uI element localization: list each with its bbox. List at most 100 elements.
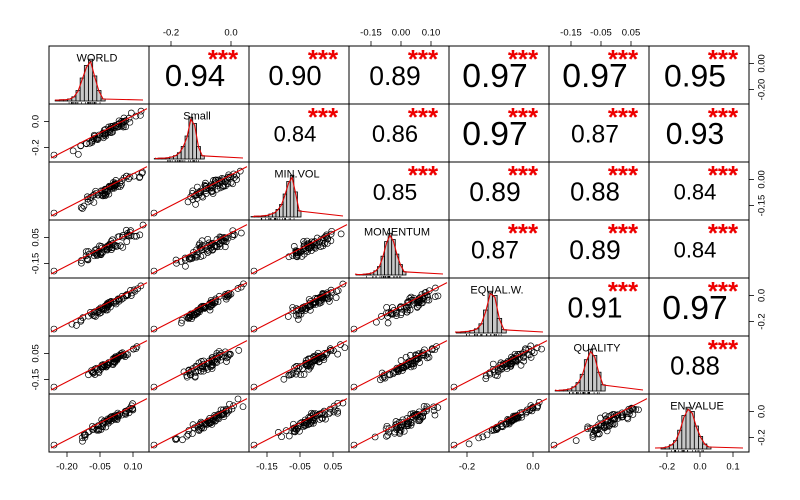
scatter-point (191, 311, 199, 319)
scatter-point (105, 190, 113, 198)
scatter-point (111, 122, 119, 129)
scatter-point (287, 371, 294, 379)
histogram-bar (698, 436, 704, 450)
significance-stars: *** (508, 44, 539, 74)
scatter-point (240, 280, 247, 288)
scatter-point (300, 370, 308, 378)
scatter-point (595, 430, 603, 438)
scatter-point (519, 353, 527, 361)
correlation-value: 0.97 (462, 57, 528, 95)
scatter-point (331, 406, 339, 414)
density-curve (252, 175, 344, 218)
scatter-point (327, 237, 335, 245)
axis-tick-label: 0.00 (392, 28, 411, 39)
axis-tick-label: -0.2 (459, 462, 475, 473)
scatter-point (84, 255, 92, 263)
scatter-point (116, 179, 124, 187)
significance-stars: *** (408, 102, 439, 132)
scatter-point (230, 402, 237, 410)
scatter-point (224, 180, 232, 187)
scatter-point (393, 312, 400, 319)
axis-tick-label: -0.2 (659, 462, 675, 473)
scatter-point (189, 365, 197, 372)
scatter-point (298, 307, 306, 314)
scatter-point (178, 319, 185, 327)
scatter-point (290, 243, 298, 250)
scatter-point (611, 420, 619, 428)
axis-tick-label: 0.05 (324, 462, 343, 473)
scatter-point (223, 358, 230, 365)
scatter-point (511, 415, 519, 423)
axis-tick-label: 0.00 (757, 54, 768, 73)
scatter-point (86, 139, 94, 147)
significance-stars: *** (508, 160, 539, 190)
scatter-point (119, 243, 127, 251)
density-curve (454, 292, 544, 333)
scatter-point (379, 374, 387, 382)
scatter-point (92, 190, 100, 197)
histogram-bar (192, 123, 197, 160)
scatter-point (194, 422, 202, 430)
scatter-point (202, 179, 209, 187)
scatter-point (119, 233, 126, 241)
scatter-point (307, 298, 314, 305)
fit-line (50, 166, 148, 217)
axis-tick-label: 0.0 (526, 462, 539, 473)
scatter-point (325, 410, 333, 418)
scatter-point (233, 176, 240, 184)
scatter-point (119, 121, 127, 129)
scatter-point (293, 363, 301, 370)
scatter-point (423, 403, 431, 411)
scatter-point (589, 434, 597, 441)
scatter-point (83, 193, 91, 201)
significance-stars: *** (708, 160, 739, 190)
scatter-point (230, 170, 238, 178)
scatter-point (300, 242, 308, 250)
scatter-point (69, 147, 77, 155)
histogram-bar (79, 77, 85, 102)
fit-line (50, 398, 148, 449)
scatter-point (398, 418, 406, 426)
scatter-point (517, 361, 525, 369)
diagonal-label: MOMENTUM (364, 227, 430, 239)
scatter-point (307, 418, 315, 426)
scatter-point (303, 362, 310, 369)
correlation-value: 0.87 (471, 237, 519, 264)
scatter-point (404, 298, 411, 306)
scatter-point (339, 399, 347, 407)
diagonal-label: EN.VALUE (670, 401, 724, 413)
scatter-point (239, 403, 247, 411)
axis-tick-label: 0.05 (31, 344, 42, 363)
significance-stars: *** (408, 44, 439, 74)
significance-stars: *** (508, 218, 539, 248)
scatter-point (132, 345, 140, 352)
scatter-point (635, 406, 642, 414)
scatter-point (407, 361, 414, 368)
scatter-point (195, 307, 202, 315)
fit-line (450, 398, 548, 449)
scatter-point (396, 428, 403, 436)
scatter-point (383, 303, 390, 311)
scatter-point (386, 371, 394, 379)
scatter-point (197, 244, 205, 252)
axis-tick-label: -0.15 (560, 28, 582, 39)
axis-tick-label: -0.2 (31, 139, 42, 155)
fit-line (350, 398, 448, 449)
scatter-point (197, 367, 205, 375)
scatter-point (194, 183, 201, 191)
scatter-point (525, 345, 533, 353)
axis-tick-label: -0.05 (590, 28, 612, 39)
scatter-point (183, 313, 191, 321)
scatter-point (412, 357, 420, 365)
scatter-point (110, 414, 118, 422)
scatter-point (300, 250, 308, 258)
scatter-point (339, 280, 347, 288)
scatter-point (122, 226, 130, 234)
scatter-point (185, 367, 193, 375)
scatter-point (482, 375, 490, 382)
scatter-point (199, 193, 207, 201)
scatter-point (527, 354, 535, 361)
axis-tick-label: -0.2 (757, 313, 768, 329)
significance-stars: *** (708, 44, 739, 74)
fit-line (550, 398, 648, 449)
